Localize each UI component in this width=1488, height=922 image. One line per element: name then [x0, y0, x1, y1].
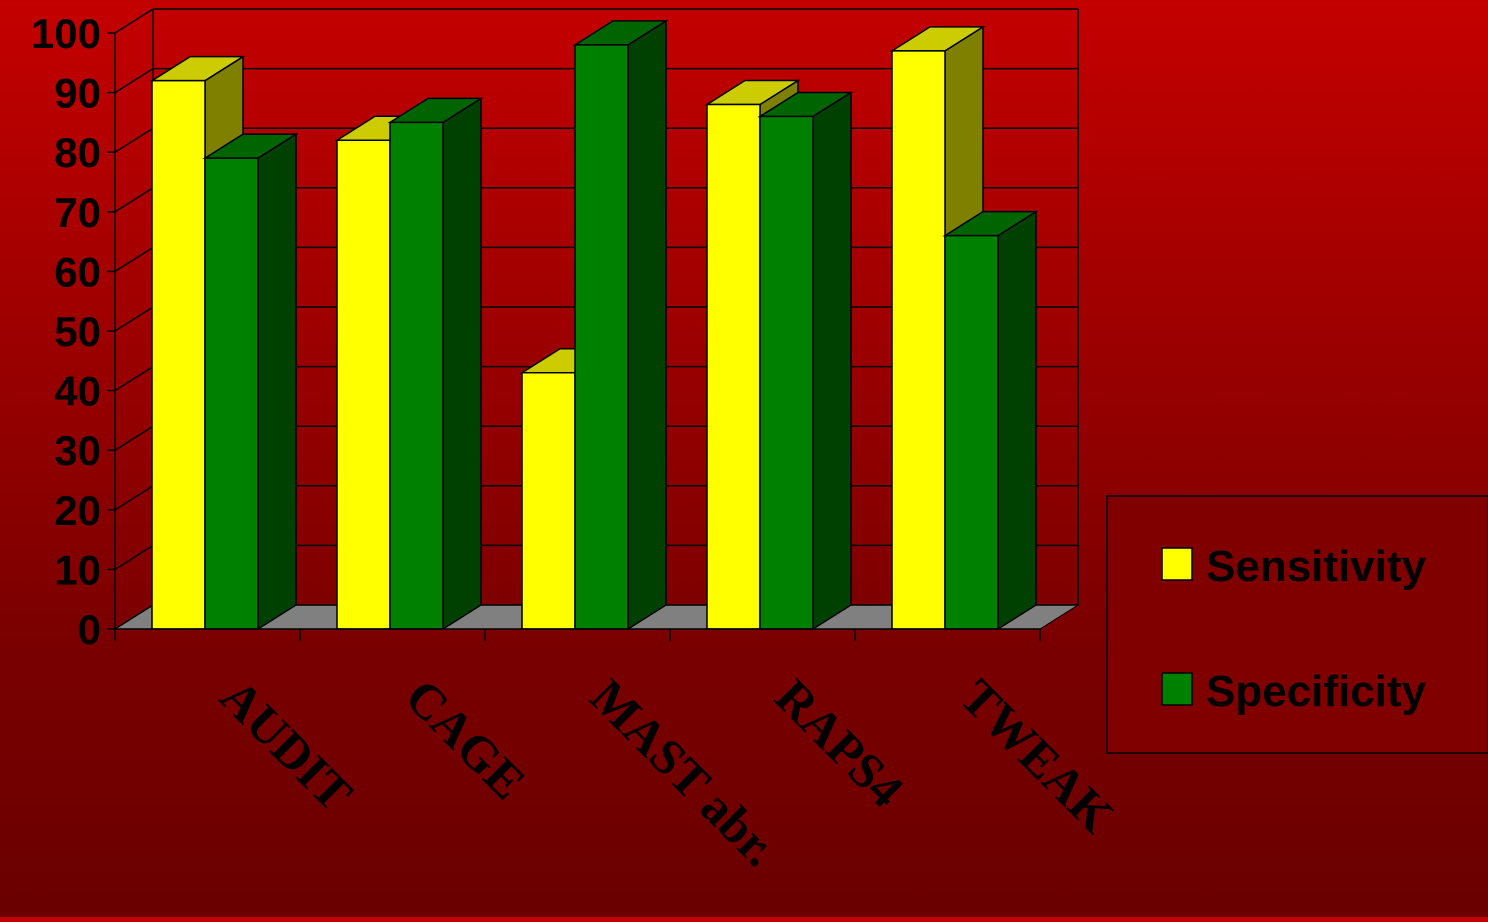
x-tick-label: MAST abr. — [580, 668, 789, 877]
legend-swatch-sensitivity — [1161, 547, 1193, 581]
legend-label-specificity: Specificity — [1206, 667, 1427, 716]
bar-side — [997, 210, 1037, 631]
gridline-side — [114, 306, 154, 332]
bar-specificity-raps4 — [757, 91, 854, 631]
gridline-side — [114, 604, 154, 630]
y-tick-label: 50 — [54, 308, 101, 355]
gridline-side — [114, 8, 154, 34]
y-tick-label: 90 — [54, 70, 101, 117]
y-tick-label: 40 — [54, 368, 101, 415]
bar-specificity-mast-abr- — [572, 19, 669, 631]
gridline-side — [114, 365, 154, 392]
bar-specificity-audit — [202, 132, 299, 631]
bar-side — [812, 91, 852, 631]
bar-front — [336, 139, 391, 630]
legend-swatch-specificity — [1161, 672, 1193, 706]
bar-front — [706, 103, 761, 630]
legend-label-sensitivity: Sensitivity — [1206, 542, 1427, 591]
y-tick-label: 20 — [54, 487, 101, 534]
bar-specificity-cage — [387, 97, 484, 631]
gridline-side — [114, 127, 154, 153]
bar-front — [389, 121, 444, 630]
y-tick-label: 10 — [54, 546, 101, 593]
y-tick-label: 100 — [31, 10, 101, 57]
bars — [149, 19, 1039, 631]
legend-box — [1106, 495, 1488, 754]
y-tick-label: 70 — [54, 189, 101, 236]
gridline-side — [114, 425, 154, 451]
x-tick-label: TWEAK — [950, 668, 1125, 843]
legend: Sensitivity Specificity — [1106, 495, 1488, 754]
bar-side — [257, 132, 297, 631]
bar-front — [521, 371, 576, 630]
x-tick-label: CAGE — [395, 668, 537, 810]
bar-front — [204, 157, 259, 630]
bar-front — [151, 79, 206, 630]
y-tick-label: 80 — [54, 129, 101, 176]
gridline-side — [114, 187, 154, 213]
bar-front — [574, 44, 629, 630]
bar-front — [891, 50, 946, 630]
y-tick-label: 0 — [78, 606, 101, 653]
bar-side — [442, 97, 482, 631]
bar-side — [627, 19, 667, 631]
bar-specificity-tweak — [942, 210, 1039, 631]
gridline-side — [114, 485, 154, 511]
bar-front — [944, 234, 999, 630]
gridline-side — [114, 544, 154, 571]
y-tick-label: 60 — [54, 248, 101, 295]
x-tick-label: RAPS4 — [765, 668, 915, 818]
gridline-side — [114, 246, 154, 273]
x-tick-label: AUDIT — [210, 668, 364, 822]
gridline-side — [114, 67, 154, 94]
y-tick-label: 30 — [54, 427, 101, 474]
bar-front — [759, 115, 814, 630]
